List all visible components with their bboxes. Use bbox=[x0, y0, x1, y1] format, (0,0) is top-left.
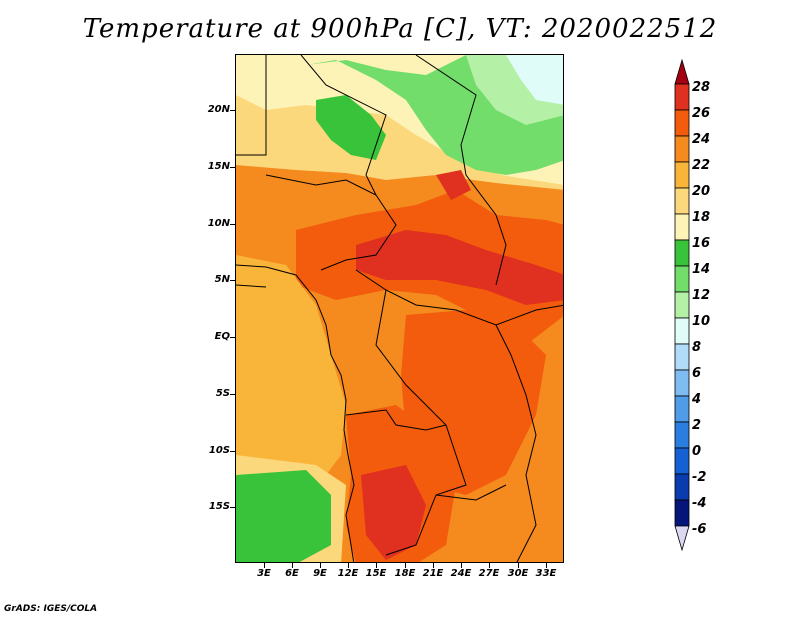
colorbar-label: 24 bbox=[692, 132, 711, 147]
colorbar-segment bbox=[674, 317, 690, 345]
colorbar-segment bbox=[674, 265, 690, 293]
lat-label-10s: 10S bbox=[208, 445, 230, 456]
colorbar-label: 28 bbox=[692, 80, 711, 95]
colorbar-label: 22 bbox=[692, 158, 711, 173]
colorbar-label: -4 bbox=[692, 496, 707, 511]
lat-tick bbox=[230, 451, 235, 452]
lat-label-20n: 20N bbox=[207, 104, 230, 115]
colorbar-label: 26 bbox=[692, 106, 711, 121]
temperature-map bbox=[235, 54, 564, 563]
colorbar-segment bbox=[674, 369, 690, 397]
lon-tick bbox=[546, 563, 547, 568]
lon-tick bbox=[489, 563, 490, 568]
colorbar-label: -6 bbox=[692, 522, 707, 537]
lon-label-24e: 24E bbox=[450, 568, 472, 579]
colorbar-label: 4 bbox=[692, 392, 702, 407]
lon-label-15e: 15E bbox=[365, 568, 387, 579]
lat-label-10n: 10N bbox=[207, 218, 230, 229]
lon-label-21e: 21E bbox=[422, 568, 444, 579]
lat-tick bbox=[230, 224, 235, 225]
colorbar-segment bbox=[674, 343, 690, 371]
lat-label-15s: 15S bbox=[208, 501, 230, 512]
colorbar-segment bbox=[674, 421, 690, 449]
colorbar-label: 0 bbox=[692, 444, 702, 459]
colorbar-segment bbox=[674, 447, 690, 475]
lon-tick bbox=[264, 563, 265, 568]
lon-tick bbox=[518, 563, 519, 568]
lon-tick bbox=[461, 563, 462, 568]
temperature-field bbox=[236, 55, 563, 562]
colorbar-segment bbox=[674, 473, 690, 501]
lat-tick bbox=[230, 337, 235, 338]
lon-label-33e: 33E bbox=[535, 568, 557, 579]
colorbar-segment bbox=[674, 83, 690, 111]
colorbar-segment bbox=[674, 135, 690, 163]
colorbar-label: -2 bbox=[692, 470, 707, 485]
colorbar-label: 2 bbox=[692, 418, 702, 433]
colorbar-segment bbox=[674, 213, 690, 241]
lon-tick bbox=[292, 563, 293, 568]
colorbar-segment bbox=[674, 58, 690, 85]
grads-credit: GrADS: IGES/COLA bbox=[4, 604, 98, 614]
colorbar-segment bbox=[674, 525, 690, 552]
map-title: Temperature at 900hPa [C], VT: 202002251… bbox=[82, 14, 718, 44]
lat-tick bbox=[230, 110, 235, 111]
lat-tick bbox=[230, 280, 235, 281]
colorbar-label: 20 bbox=[692, 184, 711, 199]
colorbar-segment bbox=[674, 109, 690, 137]
lon-tick bbox=[376, 563, 377, 568]
lon-tick bbox=[320, 563, 321, 568]
lon-tick bbox=[348, 563, 349, 568]
colorbar-label: 8 bbox=[692, 340, 702, 355]
lat-label-eq: EQ bbox=[214, 331, 230, 342]
colorbar bbox=[674, 58, 690, 552]
lon-label-3e: 3E bbox=[257, 568, 271, 579]
lat-label-5s: 5S bbox=[215, 388, 230, 399]
colorbar-label: 18 bbox=[692, 210, 711, 225]
lon-label-6e: 6E bbox=[285, 568, 299, 579]
lon-label-27e: 27E bbox=[478, 568, 500, 579]
lat-label-5n: 5N bbox=[214, 274, 230, 285]
lat-tick bbox=[230, 507, 235, 508]
lat-tick bbox=[230, 394, 235, 395]
lon-label-30e: 30E bbox=[507, 568, 529, 579]
colorbar-segment bbox=[674, 239, 690, 267]
lon-label-18e: 18E bbox=[394, 568, 416, 579]
colorbar-segment bbox=[674, 291, 690, 319]
lon-tick bbox=[433, 563, 434, 568]
colorbar-segment bbox=[674, 187, 690, 215]
colorbar-segment bbox=[674, 499, 690, 527]
colorbar-label: 16 bbox=[692, 236, 711, 251]
lat-label-15n: 15N bbox=[207, 161, 230, 172]
lat-tick bbox=[230, 167, 235, 168]
colorbar-segment bbox=[674, 161, 690, 189]
lon-label-9e: 9E bbox=[313, 568, 327, 579]
colorbar-label: 14 bbox=[692, 262, 711, 277]
lon-tick bbox=[405, 563, 406, 568]
colorbar-label: 6 bbox=[692, 366, 702, 381]
colorbar-segment bbox=[674, 395, 690, 423]
lon-label-12e: 12E bbox=[337, 568, 359, 579]
colorbar-label: 10 bbox=[692, 314, 711, 329]
colorbar-label: 12 bbox=[692, 288, 711, 303]
